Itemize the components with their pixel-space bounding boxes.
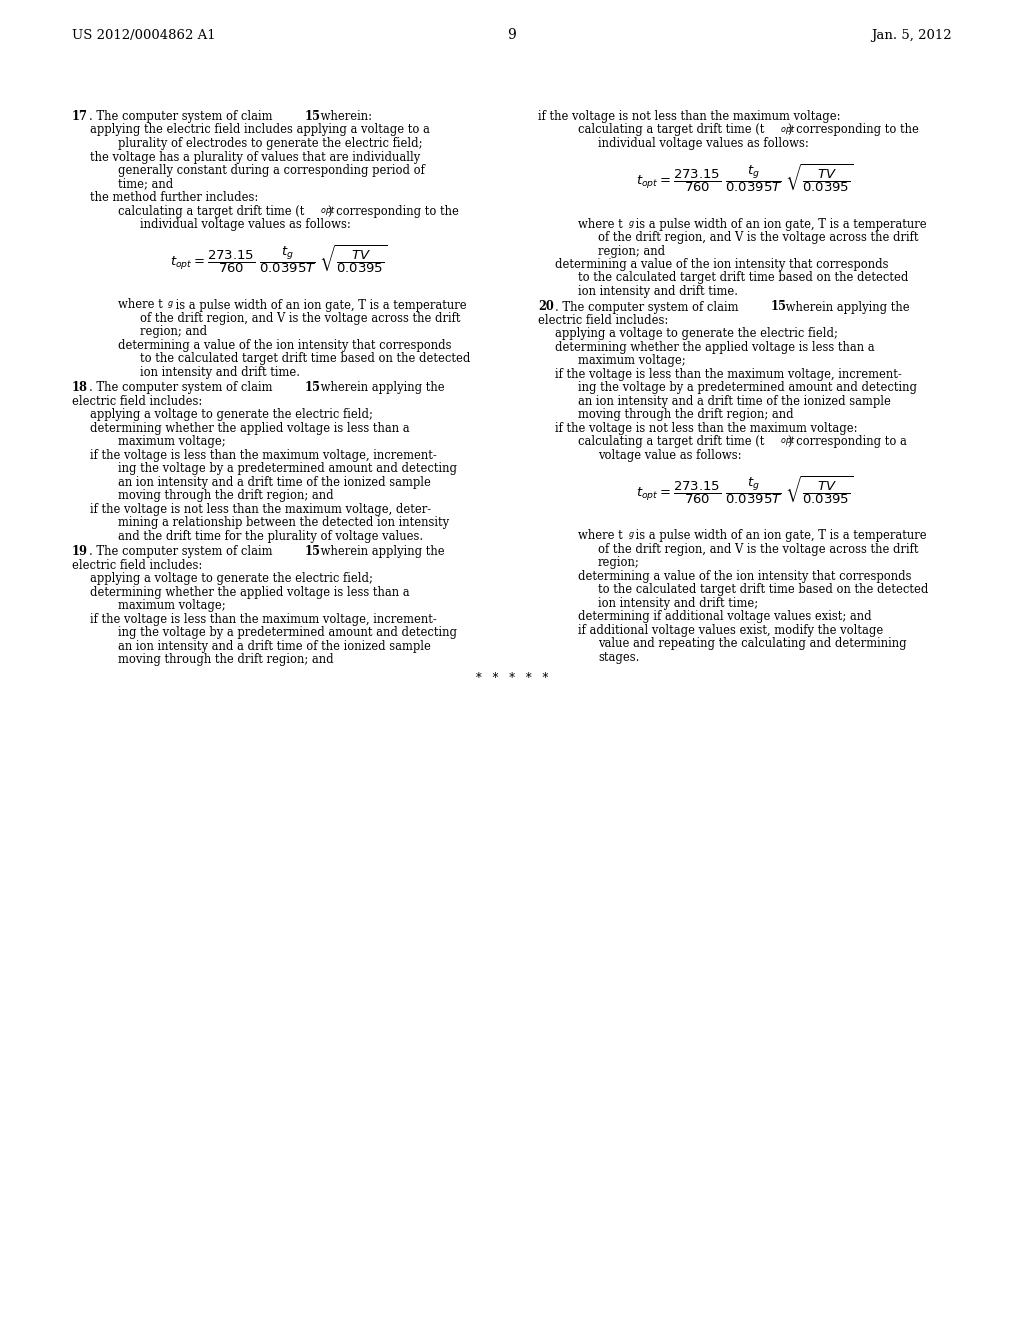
Text: moving through the drift region; and: moving through the drift region; and (118, 653, 334, 667)
Text: 15: 15 (771, 301, 787, 314)
Text: voltage value as follows:: voltage value as follows: (598, 449, 741, 462)
Text: is a pulse width of an ion gate, T is a temperature: is a pulse width of an ion gate, T is a … (632, 529, 926, 543)
Text: 20: 20 (538, 301, 554, 314)
Text: ing the voltage by a predetermined amount and detecting: ing the voltage by a predetermined amoun… (578, 381, 918, 395)
Text: plurality of electrodes to generate the electric field;: plurality of electrodes to generate the … (118, 137, 423, 150)
Text: value and repeating the calculating and determining: value and repeating the calculating and … (598, 638, 906, 651)
Text: $t_{opt} = \dfrac{273.15}{760}\ \dfrac{t_g}{0.0395T}\ \sqrt{\dfrac{TV}{0.0395}}$: $t_{opt} = \dfrac{273.15}{760}\ \dfrac{t… (636, 474, 854, 507)
Text: the method further includes:: the method further includes: (90, 191, 258, 205)
Text: 15: 15 (305, 545, 321, 558)
Text: moving through the drift region; and: moving through the drift region; and (578, 408, 794, 421)
Text: 18: 18 (72, 381, 88, 395)
Text: calculating a target drift time (t: calculating a target drift time (t (578, 124, 764, 136)
Text: if the voltage is less than the maximum voltage, increment-: if the voltage is less than the maximum … (90, 612, 437, 626)
Text: 19: 19 (72, 545, 88, 558)
Text: if the voltage is less than the maximum voltage, increment-: if the voltage is less than the maximum … (555, 368, 902, 381)
Text: if the voltage is not less than the maximum voltage:: if the voltage is not less than the maxi… (555, 422, 857, 436)
Text: $_{\mathit{opt}}$: $_{\mathit{opt}}$ (321, 205, 336, 218)
Text: if the voltage is not less than the maximum voltage, deter-: if the voltage is not less than the maxi… (90, 503, 431, 516)
Text: wherein applying the: wherein applying the (316, 381, 444, 395)
Text: 15: 15 (305, 381, 321, 395)
Text: stages.: stages. (598, 651, 639, 664)
Text: $_g$: $_g$ (168, 298, 174, 312)
Text: electric field includes:: electric field includes: (72, 395, 203, 408)
Text: determining a value of the ion intensity that corresponds: determining a value of the ion intensity… (118, 339, 452, 352)
Text: individual voltage values as follows:: individual voltage values as follows: (140, 218, 351, 231)
Text: . The computer system of claim: . The computer system of claim (89, 545, 276, 558)
Text: ing the voltage by a predetermined amount and detecting: ing the voltage by a predetermined amoun… (118, 627, 457, 639)
Text: calculating a target drift time (t: calculating a target drift time (t (118, 205, 304, 218)
Text: electric field includes:: electric field includes: (538, 314, 669, 327)
Text: maximum voltage;: maximum voltage; (578, 355, 686, 367)
Text: ion intensity and drift time.: ion intensity and drift time. (578, 285, 738, 298)
Text: region; and: region; and (140, 326, 207, 338)
Text: determining whether the applied voltage is less than a: determining whether the applied voltage … (90, 422, 410, 436)
Text: . The computer system of claim: . The computer system of claim (89, 110, 276, 123)
Text: determining a value of the ion intensity that corresponds: determining a value of the ion intensity… (578, 570, 911, 583)
Text: is a pulse width of an ion gate, T is a temperature: is a pulse width of an ion gate, T is a … (632, 218, 926, 231)
Text: individual voltage values as follows:: individual voltage values as follows: (598, 137, 809, 150)
Text: ion intensity and drift time;: ion intensity and drift time; (598, 597, 758, 610)
Text: Jan. 5, 2012: Jan. 5, 2012 (871, 29, 952, 42)
Text: $_g$: $_g$ (628, 218, 635, 231)
Text: $_g$: $_g$ (628, 529, 635, 543)
Text: time; and: time; and (118, 177, 173, 190)
Text: 17: 17 (72, 110, 88, 123)
Text: region;: region; (598, 557, 640, 569)
Text: applying a voltage to generate the electric field;: applying a voltage to generate the elect… (90, 573, 373, 586)
Text: ion intensity and drift time.: ion intensity and drift time. (140, 366, 300, 379)
Text: an ion intensity and a drift time of the ionized sample: an ion intensity and a drift time of the… (578, 395, 891, 408)
Text: 9: 9 (508, 28, 516, 42)
Text: . The computer system of claim: . The computer system of claim (89, 381, 276, 395)
Text: region; and: region; and (598, 244, 666, 257)
Text: wherein:: wherein: (316, 110, 372, 123)
Text: applying the electric field includes applying a voltage to a: applying the electric field includes app… (90, 124, 430, 136)
Text: to the calculated target drift time based on the detected: to the calculated target drift time base… (578, 272, 908, 285)
Text: if the voltage is less than the maximum voltage, increment-: if the voltage is less than the maximum … (90, 449, 437, 462)
Text: moving through the drift region; and: moving through the drift region; and (118, 490, 334, 503)
Text: applying a voltage to generate the electric field;: applying a voltage to generate the elect… (90, 408, 373, 421)
Text: the voltage has a plurality of values that are individually: the voltage has a plurality of values th… (90, 150, 420, 164)
Text: electric field includes:: electric field includes: (72, 558, 203, 572)
Text: maximum voltage;: maximum voltage; (118, 436, 225, 449)
Text: ) corresponding to the: ) corresponding to the (328, 205, 459, 218)
Text: determining a value of the ion intensity that corresponds: determining a value of the ion intensity… (555, 257, 889, 271)
Text: applying a voltage to generate the electric field;: applying a voltage to generate the elect… (555, 327, 838, 341)
Text: is a pulse width of an ion gate, T is a temperature: is a pulse width of an ion gate, T is a … (171, 298, 466, 312)
Text: wherein applying the: wherein applying the (316, 545, 444, 558)
Text: maximum voltage;: maximum voltage; (118, 599, 225, 612)
Text: . The computer system of claim: . The computer system of claim (555, 301, 742, 314)
Text: calculating a target drift time (t: calculating a target drift time (t (578, 436, 764, 449)
Text: wherein applying the: wherein applying the (782, 301, 910, 314)
Text: generally constant during a corresponding period of: generally constant during a correspondin… (118, 164, 425, 177)
Text: of the drift region, and V is the voltage across the drift: of the drift region, and V is the voltag… (598, 543, 919, 556)
Text: determining if additional voltage values exist; and: determining if additional voltage values… (578, 610, 871, 623)
Text: and the drift time for the plurality of voltage values.: and the drift time for the plurality of … (118, 531, 423, 543)
Text: where t: where t (578, 218, 623, 231)
Text: US 2012/0004862 A1: US 2012/0004862 A1 (72, 29, 216, 42)
Text: $_{\mathit{opt}}$: $_{\mathit{opt}}$ (780, 124, 796, 136)
Text: ) corresponding to the: ) corresponding to the (788, 124, 919, 136)
Text: an ion intensity and a drift time of the ionized sample: an ion intensity and a drift time of the… (118, 477, 431, 488)
Text: of the drift region, and V is the voltage across the drift: of the drift region, and V is the voltag… (140, 312, 461, 325)
Text: ) corresponding to a: ) corresponding to a (788, 436, 907, 449)
Text: determining whether the applied voltage is less than a: determining whether the applied voltage … (555, 341, 874, 354)
Text: ing the voltage by a predetermined amount and detecting: ing the voltage by a predetermined amoun… (118, 462, 457, 475)
Text: of the drift region, and V is the voltage across the drift: of the drift region, and V is the voltag… (598, 231, 919, 244)
Text: *   *   *   *   *: * * * * * (476, 672, 548, 685)
Text: an ion intensity and a drift time of the ionized sample: an ion intensity and a drift time of the… (118, 640, 431, 653)
Text: if additional voltage values exist, modify the voltage: if additional voltage values exist, modi… (578, 624, 884, 638)
Text: $_{\mathit{opt}}$: $_{\mathit{opt}}$ (780, 436, 796, 449)
Text: 15: 15 (305, 110, 321, 123)
Text: to the calculated target drift time based on the detected: to the calculated target drift time base… (140, 352, 470, 366)
Text: if the voltage is not less than the maximum voltage:: if the voltage is not less than the maxi… (538, 110, 841, 123)
Text: where t: where t (118, 298, 163, 312)
Text: mining a relationship between the detected ion intensity: mining a relationship between the detect… (118, 516, 450, 529)
Text: to the calculated target drift time based on the detected: to the calculated target drift time base… (598, 583, 929, 597)
Text: $t_{opt} = \dfrac{273.15}{760}\ \dfrac{t_g}{0.0395T}\ \sqrt{\dfrac{TV}{0.0395}}$: $t_{opt} = \dfrac{273.15}{760}\ \dfrac{t… (636, 162, 854, 194)
Text: determining whether the applied voltage is less than a: determining whether the applied voltage … (90, 586, 410, 599)
Text: $t_{opt} = \dfrac{273.15}{760}\ \dfrac{t_g}{0.0395T}\ \sqrt{\dfrac{TV}{0.0395}}$: $t_{opt} = \dfrac{273.15}{760}\ \dfrac{t… (170, 243, 387, 276)
Text: where t: where t (578, 529, 623, 543)
